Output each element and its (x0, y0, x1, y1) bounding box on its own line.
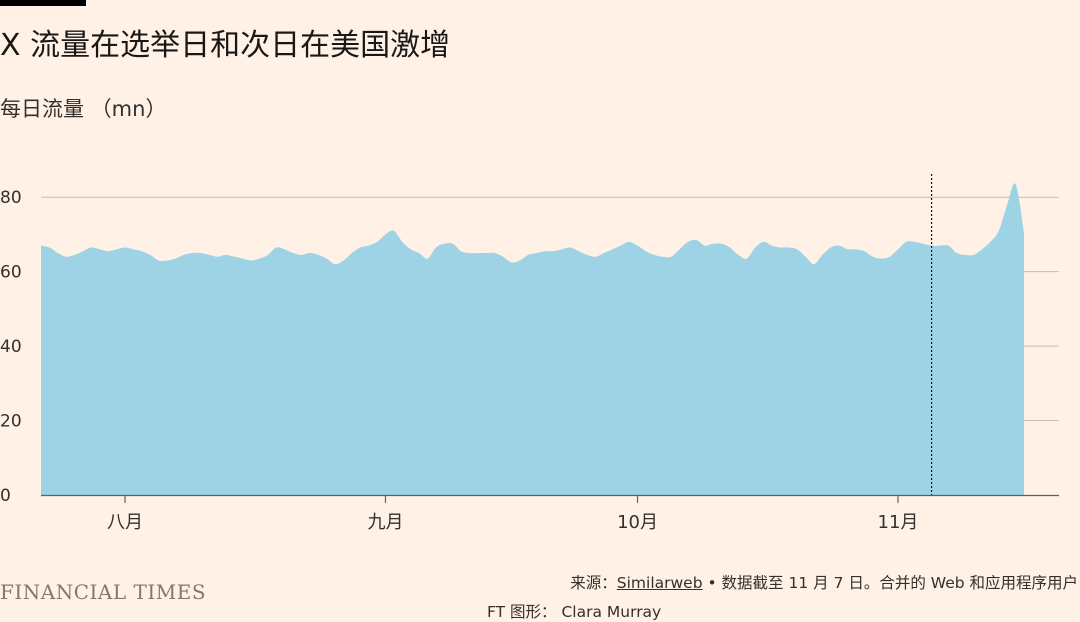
y-tick-label-0: 0 (0, 486, 11, 506)
y-tick-label-80: 80 (0, 188, 22, 208)
axes (41, 174, 1059, 503)
chart-subtitle: 每日流量 （mn） (0, 97, 167, 121)
ft-logo: FINANCIAL TIMES (0, 580, 207, 604)
source-suffix: • 数据截至 11 月 7 日。合并的 Web 和应用程序用户 (702, 574, 1078, 592)
x-tick-label-0: 八月 (107, 512, 143, 533)
source-prefix: 来源： (570, 574, 617, 592)
source-link[interactable]: Similarweb (616, 574, 703, 592)
y-tick-label-40: 40 (0, 337, 22, 357)
x-tick-label-3: 11月 (878, 512, 919, 533)
source-note: 来源：Similarweb • 数据截至 11 月 7 日。合并的 Web 和应… (570, 571, 1078, 593)
x-tick-label-1: 九月 (367, 512, 403, 533)
graphic-credit: FT 图形： Clara Murray (487, 603, 662, 621)
area-chart: 0 20 40 60 80 八月 九月 10月 11月 (0, 174, 1059, 533)
ft-top-bar (0, 0, 86, 6)
chart-title: X 流量在选举日和次日在美国激增 (0, 28, 451, 63)
y-tick-label-60: 60 (0, 263, 22, 283)
tick-labels: 0 20 40 60 80 八月 九月 10月 11月 (0, 188, 918, 533)
y-tick-label-20: 20 (0, 412, 22, 432)
x-tick-label-2: 10月 (617, 512, 658, 533)
series-area (41, 183, 1024, 495)
